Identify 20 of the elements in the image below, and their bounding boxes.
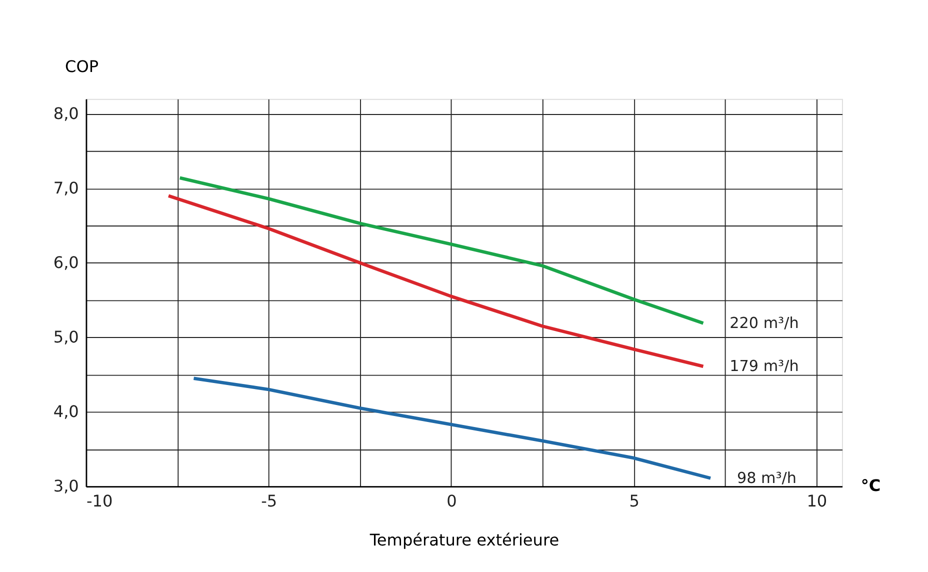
line-series xyxy=(166,194,705,368)
series-label: 98 m³/h xyxy=(736,468,796,487)
line-series xyxy=(178,176,705,325)
series-label: 179 m³/h xyxy=(730,357,799,376)
series-label: 220 m³/h xyxy=(730,314,799,332)
y-tick-label: 7,0 xyxy=(53,178,79,198)
y-tick-label: 5,0 xyxy=(53,328,79,347)
y-tick-label: 6,0 xyxy=(53,253,79,272)
y-tick-label: 4,0 xyxy=(53,402,79,422)
y-tick-label: 3,0 xyxy=(53,476,79,496)
x-tick-label: -10 xyxy=(86,492,113,511)
text: °C xyxy=(860,476,881,496)
y-axis-title: COP xyxy=(64,56,99,76)
y-tick-label: 8,0 xyxy=(53,104,79,124)
x-tick-label: 10 xyxy=(806,492,828,511)
line-series xyxy=(192,376,712,480)
x-axis-title: Température extérieure xyxy=(368,530,560,550)
x-tick-label: -5 xyxy=(261,492,278,511)
x-tick-label: 0 xyxy=(446,492,457,511)
x-tick-label: 5 xyxy=(629,492,640,511)
